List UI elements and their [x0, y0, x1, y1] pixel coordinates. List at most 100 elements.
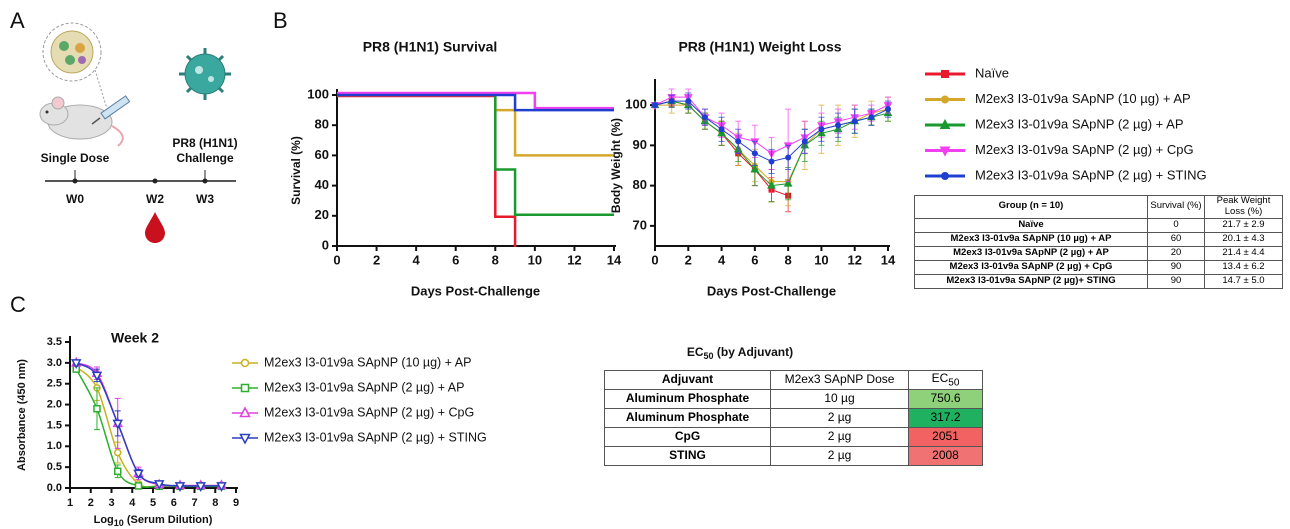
- survival-line: [337, 91, 614, 110]
- marker: [240, 383, 250, 393]
- x-tick-label: 6: [171, 497, 177, 509]
- table-cell: 0: [1147, 217, 1205, 233]
- marker: [93, 404, 101, 413]
- x-tick-label: 8: [492, 252, 499, 267]
- y-tick-label: 80: [633, 177, 647, 192]
- table-title: EC50 (by Adjuvant): [687, 345, 793, 361]
- y-tick-label: 100: [307, 86, 329, 101]
- label-part: EC: [931, 370, 949, 385]
- table-cell: Adjuvant: [604, 370, 771, 390]
- table-cell: Peak Weight Loss (%): [1204, 195, 1283, 219]
- y-tick-label: 100: [625, 97, 647, 112]
- x-tick-label: 0: [651, 252, 658, 267]
- marker: [718, 126, 725, 133]
- table-row: Aluminum Phosphate 2 µg 317.2: [604, 408, 983, 428]
- chart-title: Week 2: [111, 330, 159, 346]
- marker: [939, 146, 951, 157]
- x-tick-label: 4: [413, 252, 421, 267]
- table-row: M2ex3 I3-01v9a SApNP (2 µg) + CpG 90 13.4 …: [914, 259, 1283, 275]
- mouse-tail: [111, 125, 124, 147]
- y-tick-label: 0: [322, 237, 329, 252]
- table-cell: M2ex3 I3-01v9a SApNP (10 µg) + AP: [914, 231, 1148, 247]
- marker: [885, 106, 891, 113]
- marker: [134, 482, 143, 490]
- x-tick-label: 6: [751, 252, 758, 267]
- marker: [239, 406, 251, 418]
- marker: [153, 480, 165, 490]
- table-row: Naïve 0 21.7 ± 2.9: [914, 217, 1283, 233]
- x-axis-title: Log10 (Serum Dilution): [94, 514, 213, 528]
- legend-label: M2ex3 I3-01v9a SApNP (2 µg) + CpG: [264, 405, 474, 419]
- label-part: (Serum Dilution): [124, 514, 213, 526]
- table-cell: 2 µg: [770, 427, 909, 447]
- timepoint-label: W3: [196, 192, 214, 206]
- y-tick-label: 1.5: [47, 419, 62, 431]
- subscript: 50: [948, 376, 960, 388]
- table-cell: Survival (%): [1147, 195, 1205, 219]
- needle: [91, 117, 101, 125]
- survival-table: Group (n = 10) Survival (%) Peak Weight Lo…: [914, 195, 1283, 289]
- np-dot: [59, 41, 69, 51]
- x-tick-label: 7: [191, 497, 197, 509]
- marker: [652, 102, 658, 109]
- x-tick-label: 10: [814, 252, 828, 267]
- y-tick-label: 70: [633, 217, 647, 232]
- table-cell: Aluminum Phosphate: [604, 408, 771, 428]
- challenge-label: PR8 (H1N1): [172, 136, 237, 150]
- legend-label: M2ex3 I3-01v9a SApNP (2 µg) + AP: [264, 380, 464, 394]
- legend-label: M2ex3 I3-01v9a SApNP (2 µg) + CpG: [975, 142, 1194, 157]
- table-cell: 21.7 ± 2.9: [1204, 217, 1283, 233]
- survival-line: [337, 94, 517, 247]
- chart-title: PR8 (H1N1) Survival: [363, 39, 498, 55]
- table-cell: Aluminum Phosphate: [604, 389, 771, 409]
- marker: [668, 98, 675, 105]
- mouse-eye: [45, 110, 49, 114]
- zoom-line: [94, 69, 109, 113]
- marker: [939, 118, 951, 129]
- marker: [91, 371, 103, 382]
- x-tick-label: 2: [373, 252, 380, 267]
- np-dot: [78, 56, 86, 64]
- timepoint-label: W0: [66, 192, 84, 206]
- x-tick-label: 6: [452, 252, 459, 267]
- chart-title: PR8 (H1N1) Weight Loss: [678, 39, 841, 55]
- table-cell: Group (n = 10): [914, 195, 1148, 219]
- y-tick-label: 0.5: [47, 461, 62, 473]
- subscript: 10: [114, 518, 124, 528]
- y-axis-title: Survival (%): [289, 136, 303, 205]
- challenge-label: Challenge: [176, 151, 234, 165]
- x-tick-label: 0: [333, 252, 340, 267]
- x-tick-label: 9: [233, 497, 239, 509]
- panel-label: A: [10, 8, 25, 33]
- header-row: Group (n = 10) Survival (%) Peak Weight Lo…: [914, 195, 1283, 219]
- marker: [70, 359, 82, 369]
- marker: [133, 469, 144, 480]
- table-cell: STING: [604, 446, 771, 466]
- marker: [768, 158, 775, 165]
- table-row: M2ex3 I3-01v9a SApNP (10 µg) + AP 60 20.1 …: [914, 231, 1283, 247]
- table-cell: 2008: [908, 446, 983, 466]
- marker: [685, 98, 692, 105]
- marker: [818, 126, 825, 133]
- table-cell: 90: [1147, 259, 1205, 275]
- survival-line: [337, 93, 614, 112]
- marker: [783, 178, 793, 187]
- x-tick-label: 5: [150, 497, 156, 509]
- legend-label: M2ex3 I3-01v9a SApNP (2 µg) + STING: [975, 167, 1207, 182]
- x-axis-title: Days Post-Challenge: [707, 283, 836, 298]
- subscript: 50: [704, 351, 714, 361]
- marker: [239, 433, 251, 445]
- marker: [751, 150, 758, 157]
- marker: [941, 95, 949, 104]
- marker: [868, 114, 875, 121]
- x-tick-label: 2: [88, 497, 94, 509]
- zoom-circle: [42, 22, 102, 82]
- marker: [195, 482, 206, 493]
- table-cell: M2ex3 I3-01v9a SApNP (2 µg)+ STING: [914, 273, 1148, 289]
- nanoparticle: [50, 30, 94, 74]
- y-axis-title: Absorbance (450 nm): [16, 359, 28, 471]
- y-tick-label: 90: [633, 137, 647, 152]
- table-cell: 10 µg: [770, 389, 909, 409]
